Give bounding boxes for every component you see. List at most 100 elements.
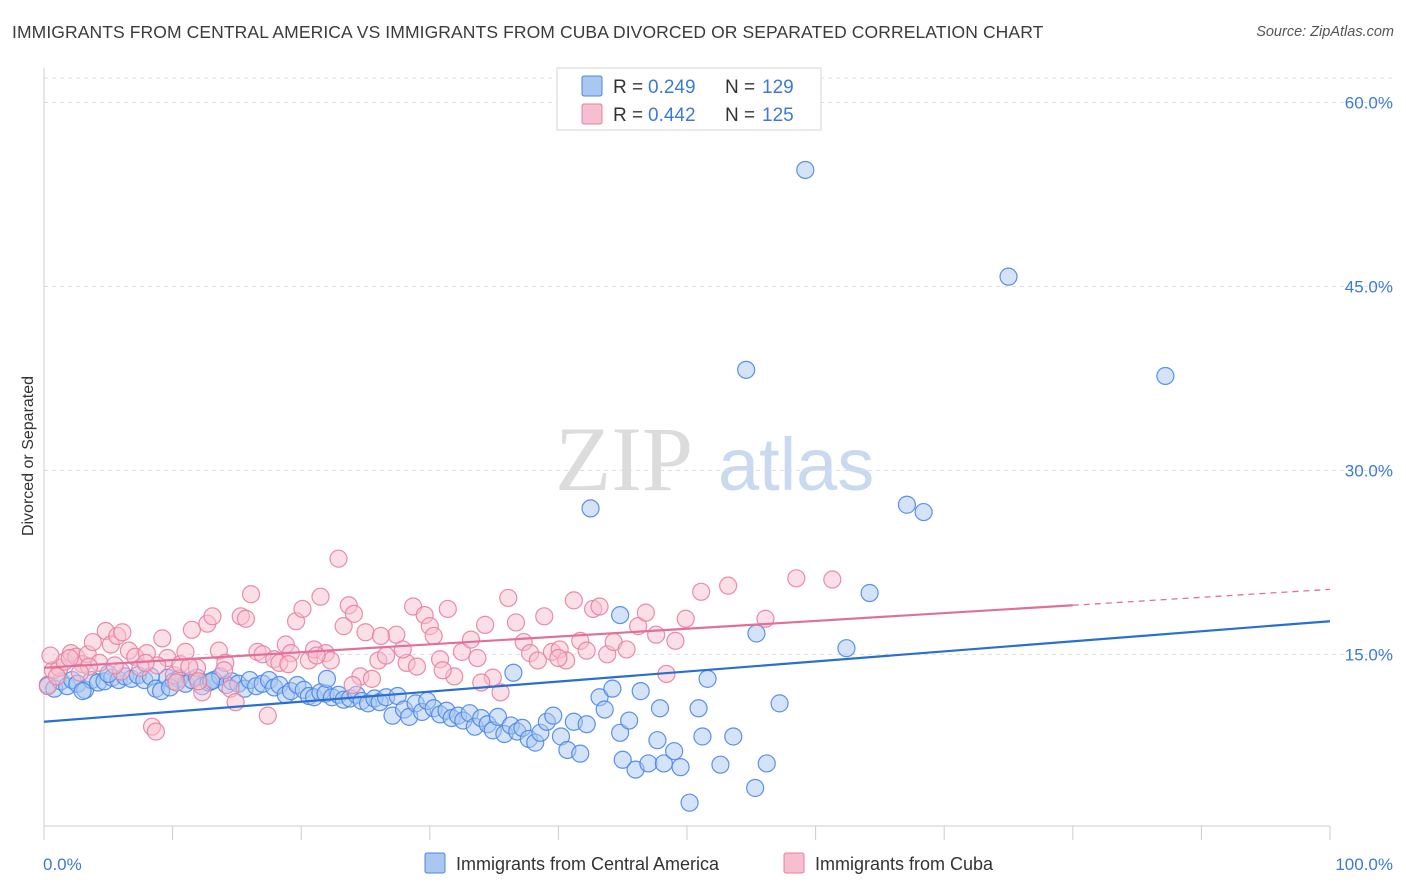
point-central-america-114 xyxy=(757,754,776,773)
point-cuba-121 xyxy=(105,656,124,675)
legend-n-label-blue: N = xyxy=(725,77,755,98)
point-cuba-25 xyxy=(182,620,201,639)
point-cuba-97 xyxy=(676,609,695,628)
legend-swatch-cuba xyxy=(783,852,805,874)
point-cuba-79 xyxy=(528,651,547,670)
point-cuba-122 xyxy=(371,626,391,646)
legend-r-value-pink: 0.442 xyxy=(648,105,696,126)
correlation-legend: R = 0.249 N = 129 R = 0.442 N = 125 xyxy=(556,67,822,131)
point-cuba-104 xyxy=(180,657,199,676)
y-axis-label: Divorced or Separated xyxy=(20,376,37,536)
point-central-america-111 xyxy=(737,360,756,379)
point-central-america-120 xyxy=(914,502,933,522)
point-central-america-105 xyxy=(680,793,699,812)
gridlines xyxy=(44,77,1393,655)
point-central-america-112 xyxy=(746,778,765,798)
point-central-america-122 xyxy=(1156,366,1175,386)
y-tick-label-2: 45.0% xyxy=(1345,277,1393,296)
point-cuba-110 xyxy=(279,655,298,674)
y-tick-labels: 15.0% 30.0% 45.0% 60.0% xyxy=(1345,94,1393,665)
legend-swatch-blue xyxy=(581,75,603,97)
point-central-america-101 xyxy=(650,699,670,718)
point-central-america-104 xyxy=(671,758,690,777)
point-cuba-48 xyxy=(311,587,330,606)
point-central-america-126 xyxy=(73,682,92,701)
point-cuba-13 xyxy=(113,623,132,642)
point-central-america-95 xyxy=(613,750,632,769)
point-central-america-89 xyxy=(577,715,596,734)
point-central-america-94 xyxy=(611,723,630,742)
x-tick-label-min: 0.0% xyxy=(43,855,82,874)
axes xyxy=(43,68,1331,840)
point-central-america-106 xyxy=(689,699,708,718)
legend-swatch-pink xyxy=(581,103,603,125)
series-cuba-points xyxy=(38,549,842,741)
legend-n-value-pink: 125 xyxy=(762,105,794,126)
point-central-america-127 xyxy=(611,605,630,625)
point-cuba-105 xyxy=(189,672,208,691)
watermark-zip: ZIP xyxy=(555,408,693,510)
point-cuba-80 xyxy=(535,607,554,626)
point-cuba-116 xyxy=(549,648,568,668)
point-central-america-110 xyxy=(724,727,743,746)
legend-r-value-blue: 0.249 xyxy=(648,77,696,98)
point-cuba-67 xyxy=(438,599,457,619)
point-cuba-71 xyxy=(468,648,487,668)
y-tick-label-1: 30.0% xyxy=(1345,461,1393,480)
legend-n-label-pink: N = xyxy=(725,105,755,126)
point-central-america-108 xyxy=(698,669,717,688)
point-central-america-88 xyxy=(571,744,590,763)
point-central-america-100 xyxy=(648,731,667,750)
point-central-america-113 xyxy=(747,624,766,643)
point-central-america-121 xyxy=(999,267,1018,286)
point-cuba-118 xyxy=(433,661,452,680)
legend-swatch-central-america xyxy=(424,852,446,874)
point-central-america-93 xyxy=(603,679,622,698)
point-cuba-36 xyxy=(241,585,261,604)
watermark-atlas: atlas xyxy=(718,423,874,506)
y-tick-label-3: 60.0% xyxy=(1345,94,1393,113)
trend-lines xyxy=(43,588,1331,723)
legend-label-central-america: Immigrants from Central America xyxy=(456,854,720,874)
point-cuba-52 xyxy=(334,617,353,636)
point-cuba-91 xyxy=(617,640,636,659)
watermark: ZIP atlas xyxy=(555,408,874,510)
point-cuba-54 xyxy=(344,604,364,623)
point-cuba-35 xyxy=(236,609,256,628)
point-cuba-103 xyxy=(214,661,234,680)
point-cuba-93 xyxy=(636,603,655,622)
point-central-america-116 xyxy=(796,160,815,180)
trend-line-cuba xyxy=(43,604,1073,669)
point-central-america-99 xyxy=(639,754,658,773)
legend-label-cuba: Immigrants from Cuba xyxy=(815,854,994,874)
point-cuba-120 xyxy=(70,663,90,682)
point-cuba-59 xyxy=(376,646,396,665)
point-cuba-117 xyxy=(393,640,412,659)
y-tick-label-0: 15.0% xyxy=(1345,645,1393,664)
point-cuba-123 xyxy=(307,646,326,665)
trend-line-central-america xyxy=(43,620,1331,723)
x-tick-label-max: 100.0% xyxy=(1335,855,1393,874)
point-cuba-76 xyxy=(506,613,526,632)
point-cuba-111 xyxy=(343,675,362,695)
series-legend: Immigrants from Central America Immigran… xyxy=(424,852,994,874)
legend-r-label-blue: R = xyxy=(613,77,643,98)
point-cuba-88 xyxy=(590,597,609,616)
point-cuba-45 xyxy=(293,599,312,619)
point-central-america-118 xyxy=(860,583,879,603)
point-cuba-19 xyxy=(146,722,165,741)
point-cuba-70 xyxy=(461,630,481,649)
point-central-america-129 xyxy=(317,669,337,688)
point-central-america-75 xyxy=(488,707,508,726)
chart-title: IMMIGRANTS FROM CENTRAL AMERICA VS IMMIG… xyxy=(12,22,1044,42)
point-cuba-8 xyxy=(83,632,102,652)
point-cuba-20 xyxy=(153,629,172,648)
point-cuba-57 xyxy=(362,669,382,688)
point-cuba-29 xyxy=(203,607,222,626)
point-cuba-112 xyxy=(407,657,427,676)
point-cuba-75 xyxy=(499,588,518,608)
point-central-america-96 xyxy=(620,711,639,730)
point-central-america-92 xyxy=(595,700,614,719)
point-cuba-94 xyxy=(647,625,666,644)
point-central-america-115 xyxy=(770,694,789,713)
